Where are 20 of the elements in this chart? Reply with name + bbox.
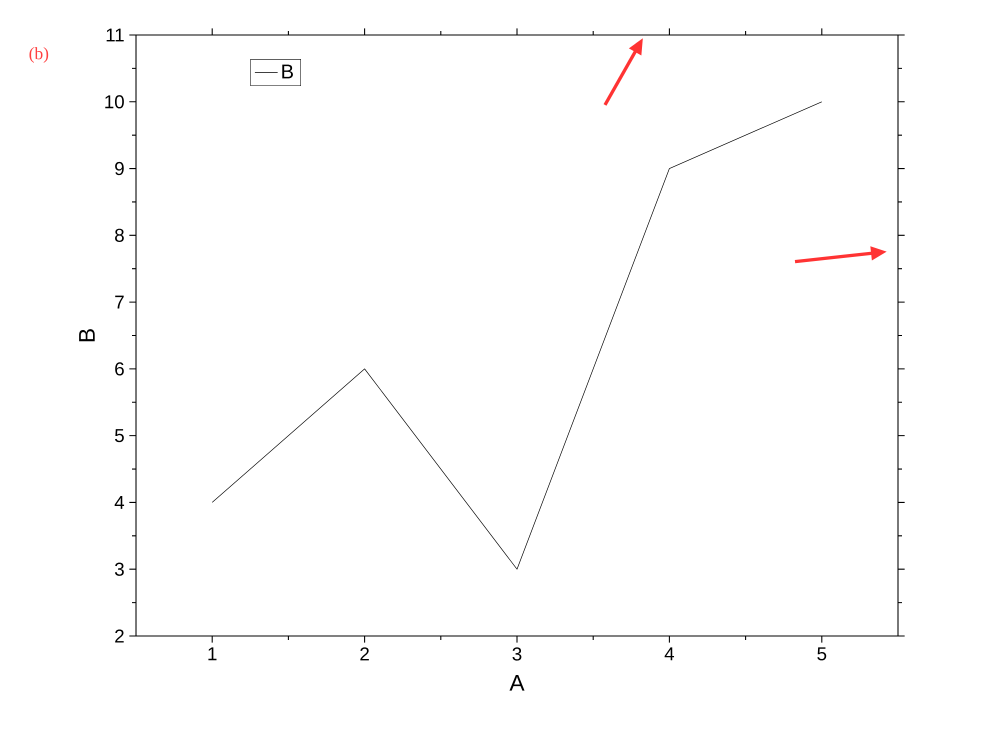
y-tick-label: 6 [115,362,124,376]
y-tick-label: 5 [115,429,124,442]
y-tick-label: 11 [106,28,124,42]
x-tick-label: 5 [817,647,826,660]
y-tick-label: 10 [105,95,124,108]
y-tick-label: 7 [115,296,124,309]
y-tick-label: 3 [114,562,124,576]
x-tick-label: 3 [512,647,522,661]
x-tick-label: 4 [664,647,674,660]
y-tick-label: 9 [115,162,124,176]
x-tick-label: 1 [208,647,216,660]
text: (b) [29,47,48,63]
legend-label: B [282,64,293,78]
y-axis-title: B [79,329,95,342]
y-tick-label: 2 [115,629,124,642]
x-tick-label: 2 [360,647,369,660]
y-tick-label: 4 [114,496,124,509]
line-series [212,101,822,570]
y-tick-label: 8 [115,228,124,242]
x-axis-title: A [509,675,525,691]
